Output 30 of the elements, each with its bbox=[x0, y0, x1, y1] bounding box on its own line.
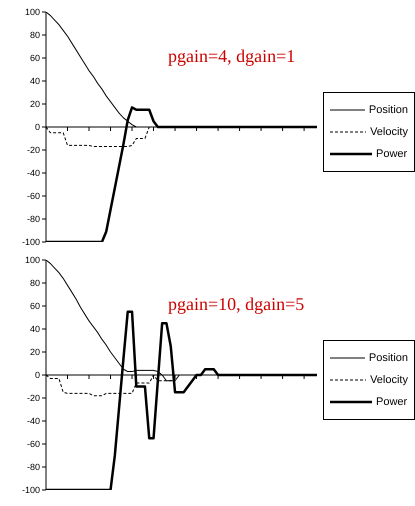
y-tick-label: -60 bbox=[26, 439, 40, 450]
y-tick-label: 100 bbox=[24, 255, 40, 266]
y-tick-label: 0 bbox=[34, 370, 40, 380]
legend-label: Power bbox=[376, 148, 408, 160]
y-tick-label: -20 bbox=[26, 145, 40, 156]
y-tick-label: 100 bbox=[24, 7, 40, 18]
y-tick-label: -100 bbox=[22, 485, 40, 496]
legend-label: Velocity bbox=[370, 126, 408, 138]
y-tick-label: -20 bbox=[26, 393, 40, 404]
y-tick-label: -60 bbox=[26, 191, 40, 202]
text: pgain=4, dgain=1 bbox=[168, 46, 296, 67]
y-tick-label: 80 bbox=[30, 30, 40, 40]
y-tick-label: 40 bbox=[30, 76, 40, 86]
legend-label: Velocity bbox=[370, 374, 408, 386]
legend-label: Position bbox=[368, 104, 408, 116]
y-tick-label: 0 bbox=[34, 122, 40, 132]
y-tick-label: -80 bbox=[26, 462, 40, 472]
y-tick-label: 60 bbox=[30, 301, 40, 312]
y-tick-label: 60 bbox=[30, 53, 40, 64]
y-tick-label: 20 bbox=[30, 347, 40, 358]
y-tick-label: 20 bbox=[30, 99, 40, 110]
text: pgain=10, dgain=5 bbox=[168, 294, 304, 315]
y-tick-label: -80 bbox=[26, 214, 40, 224]
legend-label: Power bbox=[376, 396, 408, 408]
legend-label: Position bbox=[368, 352, 408, 364]
y-tick-label: -40 bbox=[26, 168, 40, 178]
y-tick-label: 80 bbox=[30, 278, 40, 288]
y-tick-label: -100 bbox=[22, 237, 40, 248]
y-tick-label: 40 bbox=[30, 324, 40, 334]
y-tick-label: -40 bbox=[26, 416, 40, 426]
